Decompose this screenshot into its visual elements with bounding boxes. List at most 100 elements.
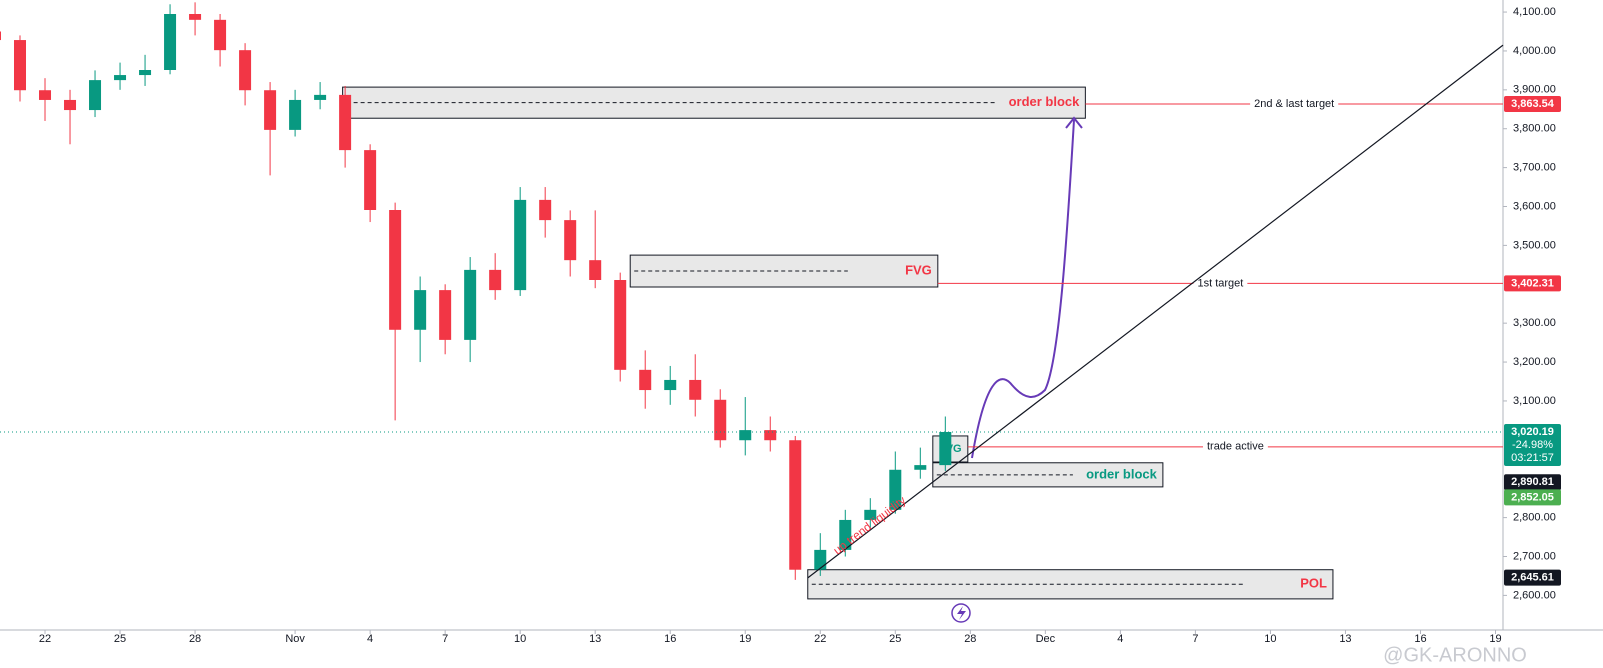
x-tick-label: Dec [1036,633,1056,645]
candle-body [814,549,827,570]
x-tick-label: 13 [1339,633,1351,645]
candle-body [889,469,902,510]
candle-body [789,440,802,570]
zone-label: order block [1086,466,1158,481]
event-icon[interactable] [951,603,971,623]
x-tick-label: 10 [1264,633,1276,645]
x-tick-label: 19 [739,633,751,645]
candle-body [89,80,102,111]
y-tick-label: 3,100.00 [1513,395,1556,407]
zone-label: FVG [905,262,932,277]
candle-body [214,19,227,51]
watermark: @GK-ARONNO [1383,644,1527,666]
y-tick-label: 3,700.00 [1513,162,1556,174]
level-label-bg [1202,440,1268,453]
price-label-bg [1504,275,1561,292]
candle-body [364,150,377,210]
candle-body [614,280,627,370]
candles [0,2,952,580]
candle-body [939,431,952,466]
y-tick-label: 4,100.00 [1513,6,1556,18]
y-tick-label: 2,800.00 [1513,512,1556,524]
level-label: 2nd & last target [1254,98,1334,110]
x-tick-label: 16 [1414,633,1426,645]
candle-body [639,369,652,391]
x-tick-label: 25 [114,633,126,645]
level-label: trade active [1207,441,1264,453]
y-tick-label: 3,800.00 [1513,123,1556,135]
price-label: 2,890.81 [1511,476,1554,488]
candle-body [514,199,527,291]
price-label-bg [1504,569,1561,586]
candle-body [289,99,302,130]
x-tick-label: 7 [1192,633,1198,645]
x-tick-label: 28 [964,633,976,645]
price-label: 2,852.05 [1511,491,1554,503]
x-tick-label: 28 [189,633,201,645]
price-label-bg [1504,96,1561,113]
y-tick-label: 3,600.00 [1513,200,1556,212]
candle-body [314,94,327,100]
candle-body [0,31,1,41]
y-tick-label: 3,200.00 [1513,356,1556,368]
candle-body [489,269,502,291]
level-label-bg [1193,277,1248,290]
x-tick-label: 19 [1489,633,1501,645]
level-label-bg [1250,97,1339,110]
y-tick-label: 3,900.00 [1513,84,1556,96]
projection-arrowhead [1065,116,1083,129]
candle-body [714,399,727,441]
event-icon-bolt [957,606,966,620]
candle-body [589,260,602,280]
zone-label: POL [1300,576,1327,591]
zone-box [932,462,1164,488]
x-tick-label: 22 [39,633,51,645]
candle-body [564,220,577,261]
candle-body [914,465,927,470]
bar-countdown: 03:21:57 [1511,452,1554,464]
y-tick-label: 3,500.00 [1513,239,1556,251]
x-tick-label: 4 [1117,633,1123,645]
y-tick-label: 2,700.00 [1513,550,1556,562]
candle-body [689,379,702,400]
level-label: 1st target [1197,277,1243,289]
price-label: 3,863.54 [1511,98,1555,110]
price-label: 2,645.61 [1511,572,1554,584]
x-tick-label: 10 [514,633,526,645]
x-tick-label: 16 [664,633,676,645]
candle-body [864,509,877,520]
x-tick-label: 4 [367,633,373,645]
x-tick-label: Nov [285,633,305,645]
y-tick-label: 2,600.00 [1513,589,1556,601]
candle-body [139,70,152,76]
x-tick-label: 13 [589,633,601,645]
y-tick-label: 3,300.00 [1513,317,1556,329]
x-tick-label: 25 [889,633,901,645]
candle-body [114,75,127,81]
candle-body [464,269,477,340]
candle-body [164,14,177,70]
candle-body [39,90,52,100]
price-label-bg [1504,423,1561,466]
price-label: 3,020.19 [1511,426,1554,438]
trendline [807,44,1504,579]
candle-body [739,430,752,441]
candle-body [239,50,252,91]
x-tick-label: 7 [442,633,448,645]
candle-body [64,99,77,111]
price-label-bg [1504,489,1561,506]
zone-label: order block [1009,94,1081,109]
zone-box [807,569,1334,600]
price-label: 3,402.31 [1511,277,1554,289]
candle-body [539,199,552,221]
price-change: -24.98% [1512,439,1553,451]
projection-path [971,119,1075,459]
price-label-bg [1504,474,1561,491]
candle-body [414,290,427,330]
candle-body [189,14,202,20]
candle-body [439,290,452,340]
candle-body [839,519,852,550]
candle-body [389,210,402,330]
